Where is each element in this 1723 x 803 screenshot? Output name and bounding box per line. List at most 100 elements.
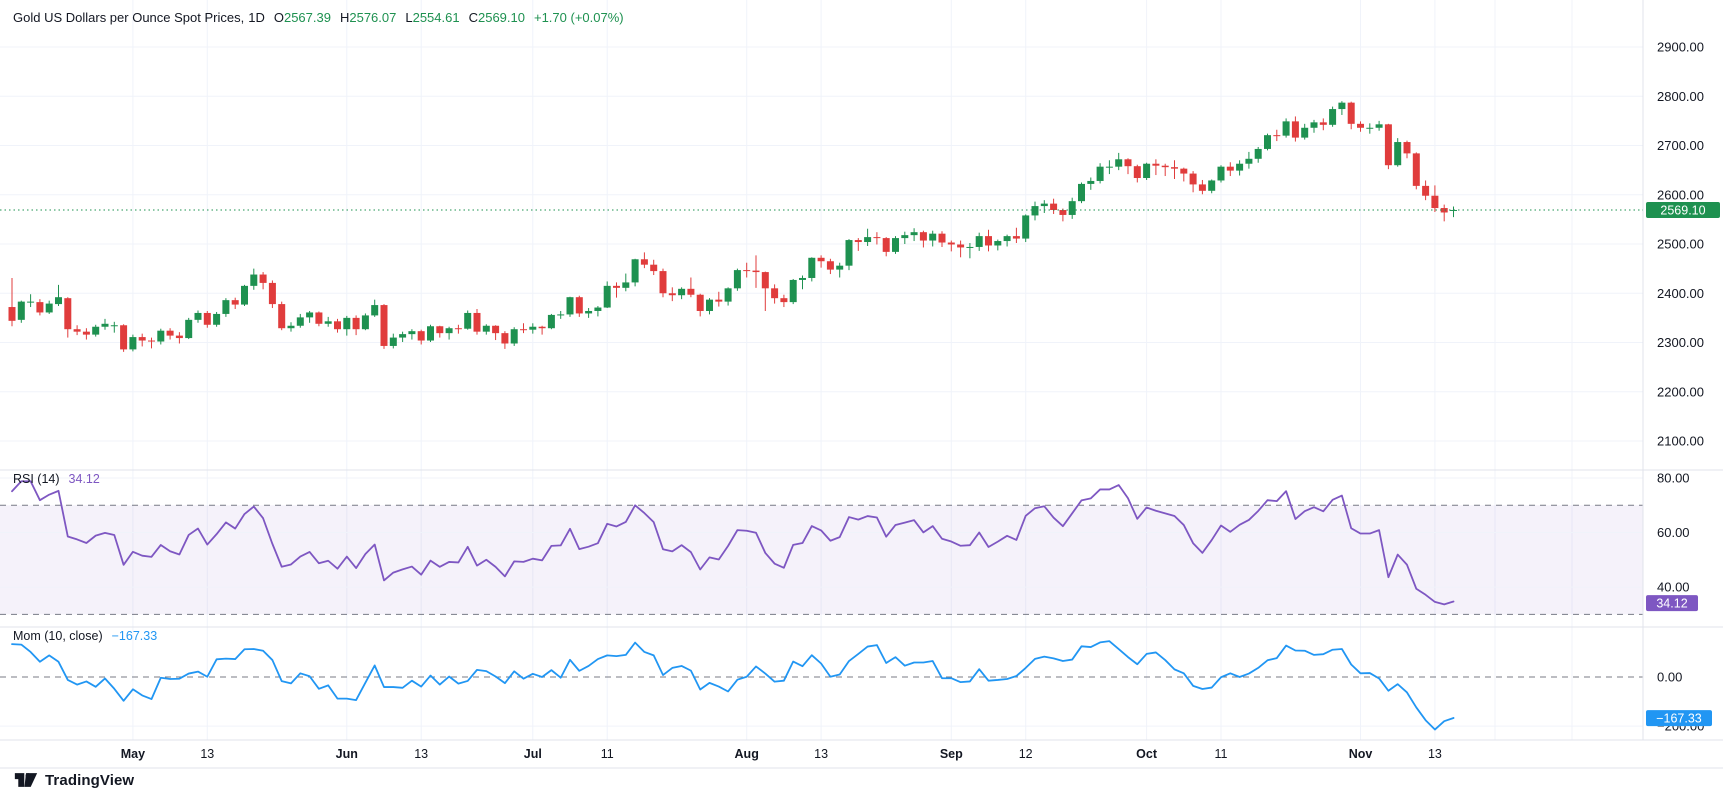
- candle-body: [399, 334, 407, 338]
- candle-body: [138, 337, 146, 341]
- candle-body: [1208, 180, 1216, 191]
- open-pair: O2567.39: [274, 10, 331, 25]
- time-axis-label[interactable]: Oct: [1136, 747, 1158, 761]
- candle-body: [771, 288, 779, 299]
- candle-body: [17, 301, 25, 320]
- close-pair: C2569.10: [469, 10, 525, 25]
- time-axis-label[interactable]: 11: [601, 747, 614, 761]
- candle-body: [287, 325, 295, 329]
- candle-body: [1384, 124, 1392, 166]
- time-axis-label[interactable]: Jul: [524, 747, 542, 761]
- candle-body: [975, 236, 983, 247]
- time-axis-label[interactable]: Nov: [1349, 747, 1373, 761]
- candle-body: [1319, 122, 1327, 125]
- time-axis-label[interactable]: Jun: [336, 747, 358, 761]
- candle-body: [1273, 135, 1281, 137]
- candle-body: [603, 285, 611, 308]
- candle-body: [1105, 166, 1113, 168]
- candle-body: [808, 257, 816, 278]
- candle-body: [966, 246, 974, 248]
- candle-body: [659, 271, 667, 294]
- rsi-axis-label: 60.00: [1657, 525, 1690, 540]
- candle-body: [1403, 142, 1411, 154]
- time-axis-label[interactable]: Sep: [940, 747, 963, 761]
- time-axis-label[interactable]: 12: [1019, 747, 1033, 761]
- close-value: 2569.10: [477, 10, 525, 25]
- candle-body: [780, 298, 788, 303]
- candle-body: [668, 293, 676, 296]
- candle-body: [1078, 183, 1085, 202]
- candle-body: [129, 337, 137, 350]
- open-label: O: [273, 10, 284, 25]
- candle-body: [836, 265, 844, 270]
- candle-body: [947, 242, 955, 245]
- time-axis-label[interactable]: 13: [200, 747, 214, 761]
- candle-body: [854, 240, 862, 243]
- candle-body: [566, 297, 574, 315]
- time-axis-label[interactable]: 13: [414, 747, 428, 761]
- interval-label[interactable]: 1D: [248, 10, 265, 25]
- candle-body: [929, 233, 937, 241]
- change-value: +1.70 (+0.07%): [533, 10, 624, 25]
- footer-branding[interactable]: TradingView: [14, 771, 134, 789]
- time-axis-label[interactable]: 13: [1428, 747, 1442, 761]
- rsi-badge-text: 34.12: [1656, 597, 1687, 611]
- candle-body: [1310, 122, 1318, 128]
- candle-body: [101, 323, 109, 327]
- candle-body: [826, 261, 834, 270]
- candle-body: [454, 328, 462, 330]
- candle-body: [724, 288, 732, 302]
- candle-body: [380, 305, 388, 346]
- price-axis-label: 2900.00: [1657, 40, 1704, 55]
- candle-body: [733, 270, 741, 289]
- candle-body: [250, 274, 258, 286]
- candle-body: [1096, 166, 1104, 181]
- candle-body: [1357, 123, 1364, 128]
- low-pair: L2554.61: [405, 10, 459, 25]
- rsi-axis-label: 40.00: [1657, 580, 1690, 595]
- rsi-axis-label: 80.00: [1657, 471, 1690, 486]
- candle-body: [585, 310, 593, 314]
- candle-body: [994, 241, 1002, 246]
- candle-body: [482, 325, 490, 332]
- mom-axis-label: 0.00: [1657, 670, 1682, 685]
- candle-body: [1338, 102, 1346, 110]
- candle-body: [352, 317, 360, 330]
- candle-body: [1022, 215, 1030, 239]
- candle-body: [687, 288, 695, 295]
- candle-body: [1236, 163, 1244, 171]
- rsi-label[interactable]: RSI (14): [13, 472, 60, 486]
- price-axis-label: 2600.00: [1657, 187, 1704, 202]
- candle-body: [678, 288, 686, 296]
- candle-body: [1264, 135, 1271, 149]
- time-axis-label[interactable]: Aug: [735, 747, 759, 761]
- mom-label[interactable]: Mom (10, close): [13, 629, 103, 643]
- candle-body: [1171, 167, 1178, 169]
- candle-body: [882, 238, 890, 252]
- candle-body: [845, 240, 853, 266]
- candle-body: [938, 233, 946, 243]
- close-label: C: [468, 10, 478, 25]
- rsi-legend: RSI (14) 34.12: [13, 472, 100, 486]
- mom-value: −167.33: [111, 629, 158, 643]
- time-axis-label[interactable]: May: [121, 747, 145, 761]
- symbol-title[interactable]: Gold US Dollars per Ounce Spot Prices,: [13, 10, 245, 25]
- candle-body: [324, 321, 332, 324]
- time-axis-label[interactable]: 11: [1215, 747, 1228, 761]
- candle-body: [120, 325, 128, 350]
- price-axis-label: 2500.00: [1657, 237, 1704, 252]
- time-axis-label[interactable]: 13: [814, 747, 828, 761]
- brand-name: TradingView: [45, 771, 135, 789]
- candle-body: [1198, 184, 1206, 191]
- candle-body: [241, 285, 248, 305]
- price-axis-label: 2300.00: [1657, 335, 1704, 350]
- price-axis-label: 2800.00: [1657, 89, 1704, 104]
- open-value: 2567.39: [283, 10, 331, 25]
- candle-body: [361, 315, 369, 330]
- candle-body: [343, 317, 351, 330]
- candle-body: [985, 236, 992, 246]
- candle-body: [1245, 158, 1253, 164]
- candle-body: [1254, 148, 1262, 159]
- candle-body: [1282, 121, 1290, 136]
